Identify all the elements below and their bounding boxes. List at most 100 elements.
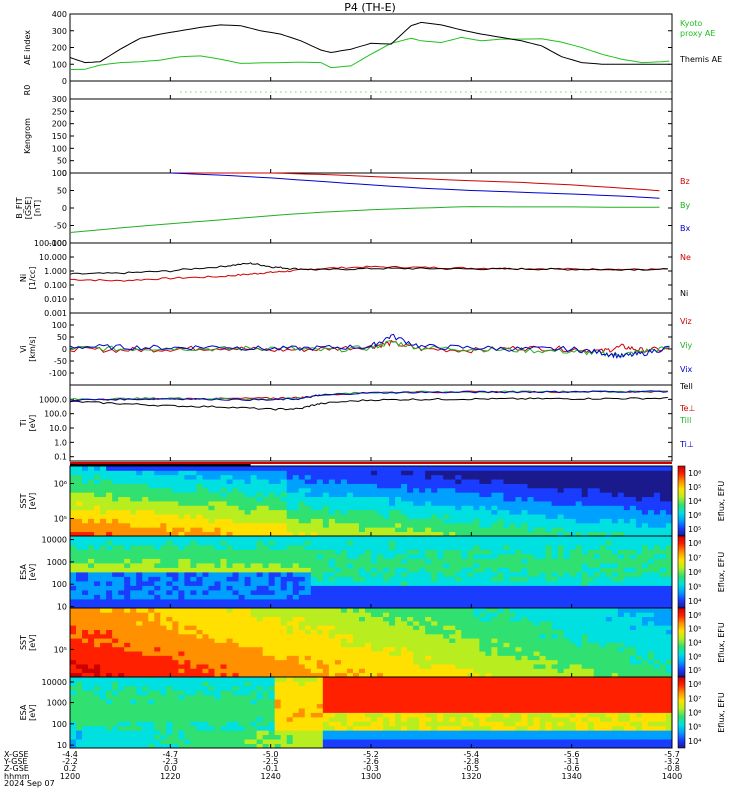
spectro-cell: [624, 643, 630, 648]
spectro-cell: [425, 563, 431, 568]
spectro-cell: [305, 617, 311, 622]
spectro-cell: [221, 563, 227, 568]
spectro-cell: [479, 527, 485, 532]
ytick-label-3-4: 100: [52, 169, 67, 178]
spectro-cell: [124, 581, 130, 586]
spectro-cell: [329, 488, 335, 493]
spectro-cell: [70, 545, 76, 550]
spectro-cell: [588, 536, 594, 541]
spectro-cell: [449, 488, 455, 493]
spectro-cell: [455, 651, 461, 656]
spectro-cell: [76, 634, 82, 639]
spectro-cell: [196, 655, 202, 660]
spectro-cell: [305, 595, 311, 600]
spectro-cell: [600, 523, 606, 528]
spectro-cell: [305, 638, 311, 643]
spectro-cell: [208, 625, 214, 630]
spectro-cell: [233, 568, 239, 573]
spectro-cell: [377, 664, 383, 669]
spectro-cell: [293, 651, 299, 656]
spectro-cell: [576, 630, 582, 635]
spectro-cell: [540, 541, 546, 546]
spectro-cell: [383, 651, 389, 656]
spectro-cell: [106, 488, 112, 493]
spectro-cell: [570, 466, 576, 471]
spectro-cell: [461, 577, 467, 582]
spectro-cell: [642, 572, 648, 577]
spectro-cell: [196, 523, 202, 528]
spectro-cell: [208, 545, 214, 550]
spectro-cell: [546, 647, 552, 652]
spectro-cell: [88, 599, 94, 604]
spectro-cell: [485, 545, 491, 550]
spectro-cell: [281, 572, 287, 577]
spectro-cell: [588, 492, 594, 497]
spectro-cell: [431, 475, 437, 480]
spectro-cell: [522, 668, 528, 673]
spectro-cell: [546, 572, 552, 577]
spectro-cell: [263, 559, 269, 564]
spectro-cell: [534, 541, 540, 546]
spectro-cell: [642, 581, 648, 586]
spectro-cell: [184, 510, 190, 515]
spectro-cell: [70, 621, 76, 626]
spectro-cell: [401, 668, 407, 673]
legend-3-0: Bz: [680, 177, 690, 186]
spectro-cell: [479, 479, 485, 484]
spectro-cell: [227, 577, 233, 582]
spectro-cell: [323, 608, 329, 613]
spectro-cell: [148, 559, 154, 564]
spectro-cell: [570, 638, 576, 643]
spectro-cell: [407, 630, 413, 635]
spectro-cell: [660, 510, 666, 515]
spectro-cell: [479, 497, 485, 502]
spectro-cell: [178, 621, 184, 626]
spectro-cell: [558, 668, 564, 673]
spectro-cell: [76, 572, 82, 577]
spectro-cell: [437, 664, 443, 669]
spectro-cell: [377, 550, 383, 555]
spectro-cell: [497, 541, 503, 546]
spectro-cell: [166, 621, 172, 626]
spectro-cell: [76, 545, 82, 550]
spectro-cell: [540, 559, 546, 564]
spectro-cell: [184, 527, 190, 532]
spectro-cell: [648, 519, 654, 524]
spectro-cell: [425, 527, 431, 532]
spectro-cell: [588, 568, 594, 573]
spectro-cell: [305, 612, 311, 617]
spectro-cell: [305, 634, 311, 639]
spectro-cell: [196, 612, 202, 617]
spectro-cell: [142, 505, 148, 510]
spectro-cell: [239, 577, 245, 582]
spectro-cell: [467, 536, 473, 541]
spectro-cell: [455, 559, 461, 564]
spectro-cell: [594, 541, 600, 546]
spectro-cell: [546, 612, 552, 617]
spectro-cell: [503, 599, 509, 604]
spectro-cell: [365, 559, 371, 564]
spectro-cell: [245, 497, 251, 502]
spectro-cell: [365, 541, 371, 546]
spectro-cell: [528, 668, 534, 673]
spectro-cell: [642, 590, 648, 595]
spectro-cell: [88, 501, 94, 506]
spectro-cell: [413, 668, 419, 673]
spectro-cell: [546, 595, 552, 600]
spectro-cell: [407, 577, 413, 582]
spectro-cell: [227, 608, 233, 613]
spectro-cell: [485, 536, 491, 541]
spectro-cell: [148, 510, 154, 515]
spectro-cell: [196, 488, 202, 493]
spectro-cell: [558, 634, 564, 639]
spectro-cell: [552, 475, 558, 480]
spectro-cell: [479, 630, 485, 635]
spectro-cell: [257, 510, 263, 515]
spectro-cell: [172, 586, 178, 591]
spectro-cell: [534, 563, 540, 568]
spectro-cell: [142, 510, 148, 515]
spectro-cell: [666, 651, 672, 656]
spectro-cell: [636, 568, 642, 573]
spectro-cell: [100, 527, 106, 532]
spectro-cell: [371, 484, 377, 489]
